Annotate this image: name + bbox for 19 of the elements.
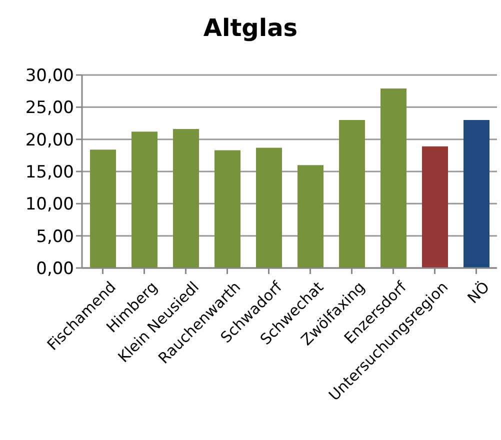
y-tick-label: 5,00 — [36, 226, 74, 247]
y-tick-label: 0,00 — [36, 259, 74, 280]
bar — [380, 88, 406, 268]
bar — [173, 129, 199, 268]
y-tick-label: 25,00 — [25, 98, 74, 118]
y-tick-label: 10,00 — [25, 194, 74, 215]
bar — [214, 150, 240, 268]
bar — [464, 120, 490, 268]
bar — [422, 146, 448, 268]
x-tick-label: NÖ — [464, 278, 493, 308]
bar — [339, 120, 365, 268]
bar — [298, 165, 324, 268]
y-tick-label: 20,00 — [25, 130, 74, 150]
chart-title: Altglas — [202, 14, 299, 42]
bar — [132, 132, 158, 268]
y-tick-label: 15,00 — [25, 162, 74, 183]
bar — [256, 148, 282, 268]
y-tick-label: 30,00 — [25, 66, 74, 86]
bar — [90, 150, 116, 268]
